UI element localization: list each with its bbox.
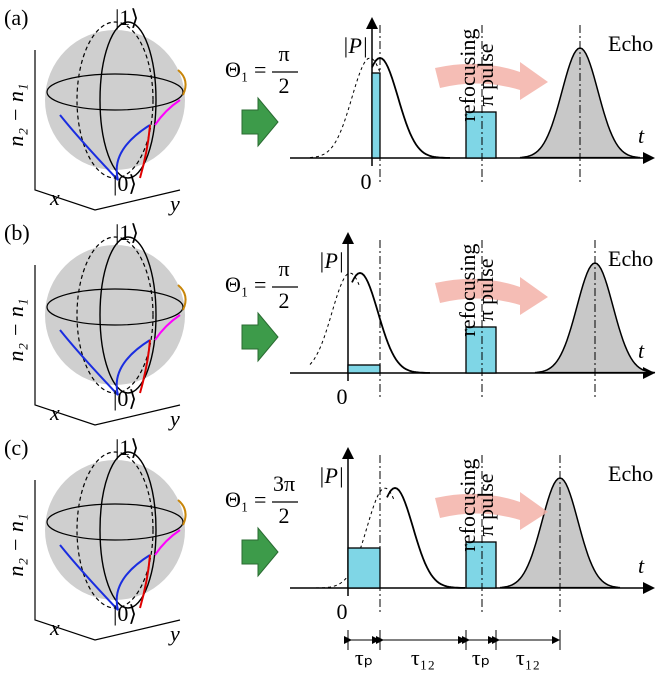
p-axis-label: |P| [342, 33, 368, 58]
interval-label: τₚ [472, 645, 490, 670]
theta-symbol: Θ₁ = [225, 57, 266, 82]
trajectory [59, 329, 151, 396]
panel: (b) |1⟩ |0⟩ n₂ − n₁ x y Θ₁ = π 2 |P| t 0 Echo refocus… [3, 220, 656, 431]
echo-label: Echo [608, 31, 653, 56]
meridian [99, 236, 157, 394]
state-label: |1⟩ [115, 220, 139, 245]
trajectory [59, 114, 151, 181]
state-label: |1⟩ [115, 5, 139, 30]
axis-label: n₂ − n₁ [3, 83, 28, 146]
theta-denominator: 2 [279, 73, 290, 98]
pulse-tail [371, 57, 450, 159]
panel-label: (a) [4, 5, 28, 30]
axis-label: x [49, 615, 60, 640]
p-axis-label: |P| [318, 248, 344, 273]
t-axis-label: t [638, 338, 645, 363]
theta-symbol: Θ₁ = [225, 487, 266, 512]
pi-pulse-label: π pulse [473, 473, 498, 536]
trajectory [177, 69, 187, 96]
echo-pulse [534, 262, 656, 374]
refocusing-label: refocusing [455, 244, 480, 337]
pulse-tail [351, 272, 430, 374]
dotted-pulse [309, 272, 361, 365]
theta-denominator: 2 [279, 503, 290, 528]
trajectory [177, 499, 187, 526]
refocusing-pulse [465, 326, 497, 374]
axis-label: y [168, 406, 180, 431]
excitation-pulse [347, 547, 381, 589]
axis-label: y [168, 191, 180, 216]
pi-pulse-label: π pulse [473, 43, 498, 106]
refocusing-pulse [465, 111, 497, 159]
state-label: |1⟩ [115, 435, 139, 460]
axis-label: n₂ − n₁ [3, 513, 28, 576]
meridian [99, 21, 157, 179]
trajectory [139, 124, 151, 179]
echo-pulse [519, 47, 641, 159]
trajectory [154, 529, 181, 556]
echo-label: Echo [608, 246, 653, 271]
excitation-pulse [347, 364, 381, 374]
trajectory [139, 554, 151, 609]
green-arrow [241, 526, 279, 578]
panel-label: (b) [4, 220, 30, 245]
pulse-tail [386, 487, 465, 589]
trajectory [59, 544, 151, 611]
p-axis-label: |P| [318, 463, 344, 488]
echo-label: Echo [608, 461, 653, 486]
axis-label: y [168, 621, 180, 646]
interval-label: τ₁₂ [411, 645, 435, 670]
state-label: |0⟩ [113, 171, 137, 196]
meridian [99, 451, 157, 609]
refocusing-label: refocusing [455, 29, 480, 122]
origin-label: 0 [361, 169, 372, 194]
theta-numerator: π [278, 256, 289, 281]
theta-symbol: Θ₁ = [225, 272, 266, 297]
dotted-pulse [309, 57, 381, 159]
trajectory [154, 99, 181, 126]
interval-label: τ₁₂ [516, 645, 540, 670]
green-arrow [241, 311, 279, 363]
refocusing-pulse [465, 541, 497, 589]
origin-label: 0 [337, 599, 348, 624]
state-label: |0⟩ [113, 386, 137, 411]
trajectory [177, 284, 187, 311]
equator [46, 288, 184, 326]
echo-pulse [499, 477, 621, 589]
equator [46, 73, 184, 111]
axis-label: x [49, 185, 60, 210]
trajectory [139, 339, 151, 394]
panel-label: (c) [4, 435, 28, 460]
interval-label: τₚ [355, 645, 373, 670]
sphere [45, 30, 185, 170]
equator [46, 503, 184, 541]
refocusing-label: refocusing [455, 459, 480, 552]
pink-arrow [435, 277, 548, 315]
pi-pulse-label: π pulse [473, 258, 498, 321]
axis-label: x [49, 400, 60, 425]
theta-numerator: π [278, 41, 289, 66]
origin-label: 0 [337, 384, 348, 409]
panel: (c) |1⟩ |0⟩ n₂ − n₁ x y Θ₁ = 3π 2 |P| t 0 Echo refocu… [3, 435, 655, 646]
axis-label: n₂ − n₁ [3, 298, 28, 361]
t-axis-label: t [638, 123, 645, 148]
sphere [45, 460, 185, 600]
pink-arrow [435, 62, 548, 100]
state-label: |0⟩ [113, 601, 137, 626]
pink-arrow [435, 492, 548, 530]
sphere [45, 245, 185, 385]
excitation-pulse [371, 72, 381, 159]
green-arrow [241, 96, 279, 148]
axes [34, 50, 181, 211]
trajectory [154, 314, 181, 341]
panel: (a) |1⟩ |0⟩ n₂ − n₁ x y Θ₁ = π 2 |P| t 0 Echo refocus… [3, 5, 655, 216]
axes [34, 480, 181, 641]
axes [34, 265, 181, 426]
t-axis-label: t [638, 553, 645, 578]
theta-numerator: 3π [273, 471, 295, 496]
theta-denominator: 2 [279, 288, 290, 313]
